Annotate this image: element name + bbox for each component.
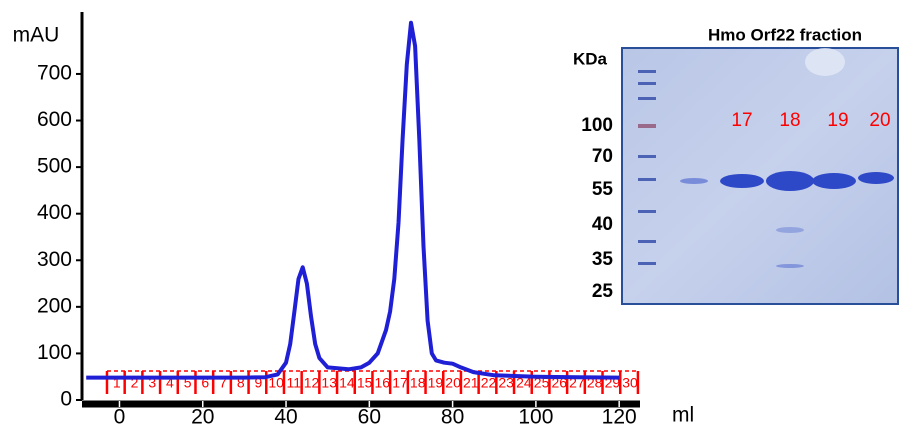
fraction-label: 15 — [357, 375, 373, 391]
gel-marker-label: 25 — [592, 281, 614, 302]
gel-title: Hmo Orf22 fraction — [708, 25, 862, 44]
fraction-label: 11 — [287, 375, 302, 391]
gel-unit: KDa — [573, 49, 608, 68]
gel-marker-label: 55 — [592, 179, 614, 200]
y-tick-label: 400 — [37, 201, 72, 224]
gel-lane-label: 18 — [779, 110, 800, 131]
x-tick-label: 80 — [441, 406, 464, 429]
x-tick-label: 60 — [358, 406, 381, 429]
x-tick-label: 40 — [274, 406, 297, 429]
x-tick-label: 100 — [518, 406, 553, 429]
gel-image — [622, 48, 898, 304]
x-unit: ml — [672, 404, 694, 427]
gel-lane-label: 20 — [869, 110, 890, 131]
trace — [86, 23, 619, 378]
gel-marker-label: 40 — [592, 214, 613, 235]
gel-artifact — [805, 48, 845, 76]
gel-marker-label: 100 — [581, 115, 613, 136]
y-tick-label: 300 — [37, 248, 72, 271]
y-tick-label: 100 — [37, 341, 72, 364]
y-unit: mAU — [13, 24, 60, 47]
y-tick-label: 600 — [37, 108, 72, 131]
fraction-label: 18 — [410, 375, 426, 391]
chart: mAU ml Hmo Orf22 fraction KDa 0100200300… — [0, 0, 904, 429]
fraction-label: 17 — [392, 375, 408, 391]
x-tick-label: 0 — [114, 406, 126, 429]
x-tick-label: 120 — [602, 406, 637, 429]
y-tick-label: 500 — [37, 155, 72, 178]
fraction-label: 19 — [428, 375, 444, 391]
gel-marker-label: 70 — [592, 146, 613, 167]
gel-lane-label: 17 — [731, 110, 752, 131]
gel-marker-label: 35 — [592, 249, 614, 270]
gel: Hmo Orf22 fraction KDa — [573, 25, 898, 304]
y-tick-label: 200 — [37, 294, 72, 317]
fraction-label: 13 — [321, 375, 337, 391]
fraction-label: 30 — [622, 375, 638, 391]
x-tick-label: 20 — [191, 406, 214, 429]
fraction-label: 12 — [304, 375, 320, 391]
fraction-label: 16 — [375, 375, 391, 391]
fraction-label: 14 — [339, 375, 355, 391]
fraction-label: 20 — [445, 375, 461, 391]
y-tick-label: 700 — [37, 61, 72, 84]
gel-lane-label: 19 — [827, 110, 848, 131]
fraction-label: 21 — [463, 375, 479, 391]
y-tick-label: 0 — [60, 388, 72, 411]
